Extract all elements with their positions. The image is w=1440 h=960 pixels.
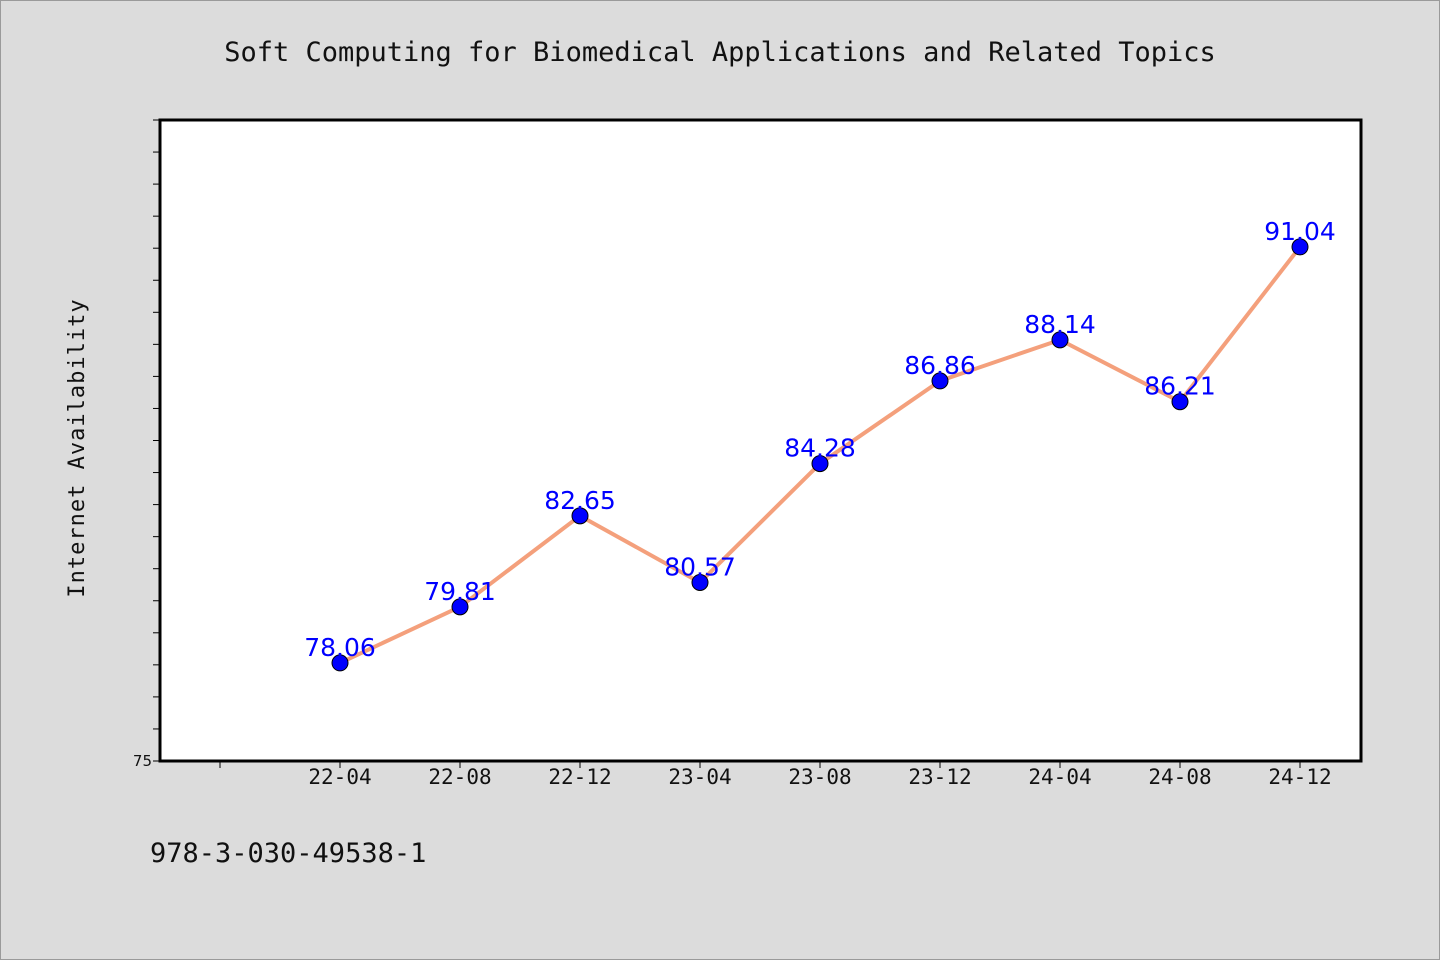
y-axis-label: Internet Availability — [65, 298, 90, 597]
data-label: 84.28 — [784, 434, 856, 463]
x-tick-label: 22-12 — [548, 765, 611, 789]
data-point — [451, 598, 469, 616]
x-tick-label: 23-12 — [908, 765, 971, 789]
x-tick-label: 24-08 — [1148, 765, 1211, 789]
y-axis-ticks — [153, 119, 160, 762]
chart-title: Soft Computing for Biomedical Applicatio… — [224, 37, 1216, 68]
data-point — [1051, 331, 1069, 349]
x-tick-label: 22-08 — [428, 765, 491, 789]
data-label: 82.65 — [544, 486, 616, 515]
x-tick-label: 22-04 — [308, 765, 371, 789]
x-axis-ticks: 22-04 22-08 22-12 23-04 23-08 23-12 24-04 24-08… — [219, 761, 1332, 789]
data-point — [1291, 238, 1309, 256]
x-tick-label: 24-12 — [1268, 765, 1331, 789]
data-label: 91.04 — [1264, 217, 1336, 246]
data-label: 80.57 — [664, 552, 736, 581]
data-point — [811, 455, 829, 473]
x-tick-label: 24-04 — [1028, 765, 1091, 789]
isbn-text: 978-3-030-49538-1 — [150, 838, 426, 869]
series-group: 78.06 79.81 82.65 80.57 84.28 86.86 88.14 86.21… — [304, 217, 1336, 672]
data-label: 78.06 — [304, 633, 376, 662]
data-point — [331, 654, 349, 672]
data-label: 86.86 — [904, 351, 976, 380]
data-point — [691, 573, 709, 591]
y-tick-label-min: 75 — [133, 752, 152, 770]
data-label: 79.81 — [424, 577, 496, 606]
x-tick-label: 23-04 — [668, 765, 731, 789]
data-point — [931, 372, 949, 390]
data-point — [1171, 393, 1189, 411]
data-label: 86.21 — [1144, 372, 1216, 401]
x-tick-label: 23-08 — [788, 765, 851, 789]
data-label: 88.14 — [1024, 310, 1096, 339]
data-point — [571, 507, 589, 525]
